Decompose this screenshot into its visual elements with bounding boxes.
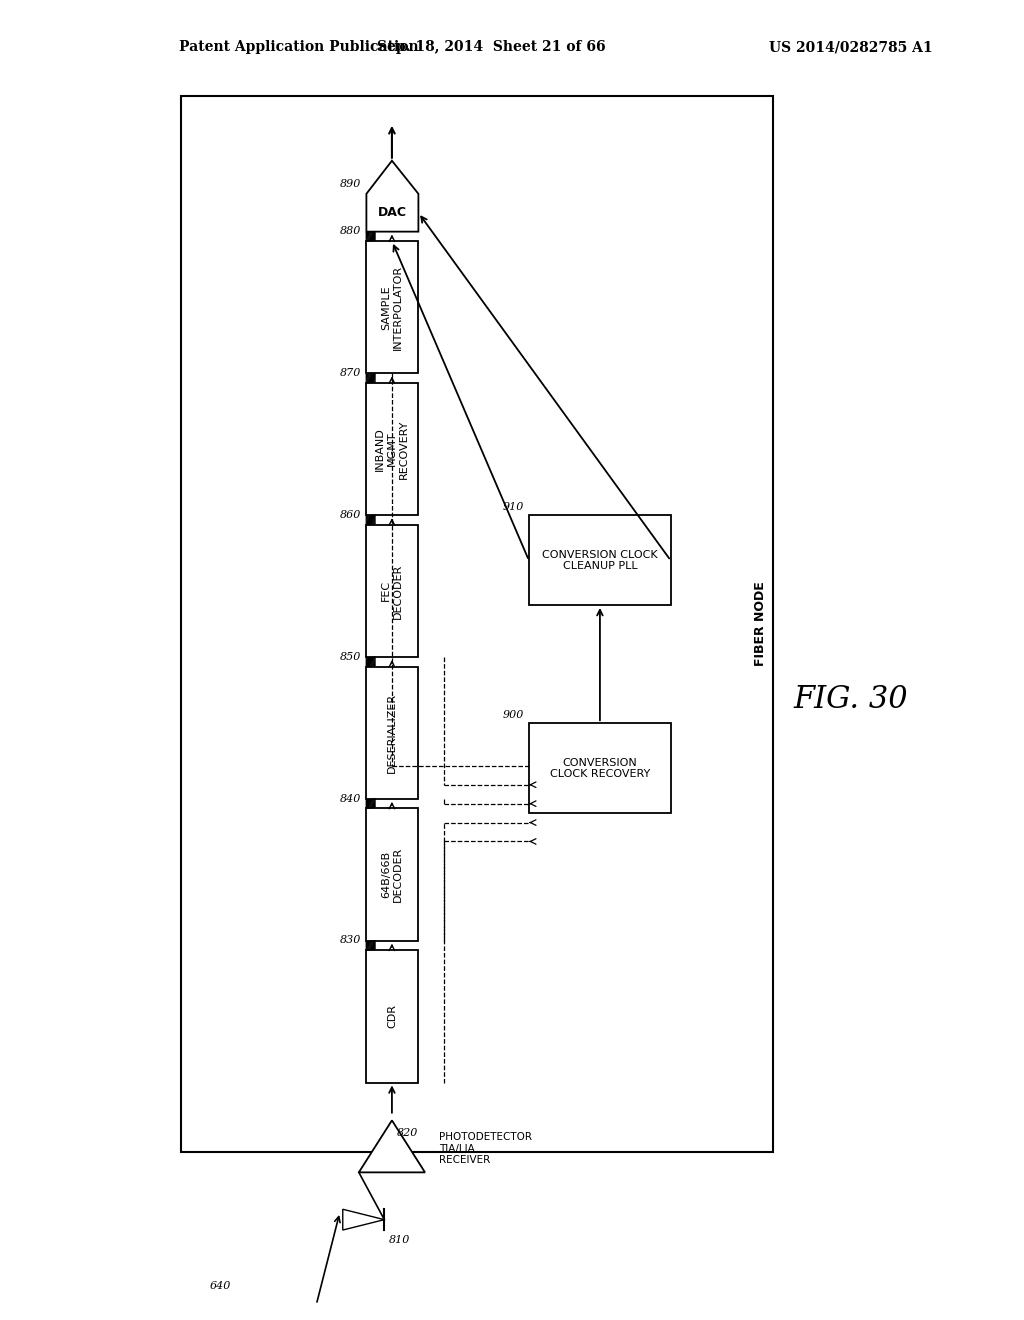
Bar (236, 1295, 302, 1320)
Bar (367, 242, 419, 374)
Text: CONVERSION CLOCK
CLEANUP PLL: CONVERSION CLOCK CLEANUP PLL (542, 550, 657, 572)
Text: 64B/66B
DECODER: 64B/66B DECODER (381, 847, 402, 902)
Text: 900: 900 (503, 710, 524, 721)
Polygon shape (358, 1121, 425, 1172)
Text: 830: 830 (340, 936, 361, 945)
Text: US 2014/0282785 A1: US 2014/0282785 A1 (769, 41, 932, 54)
Polygon shape (367, 161, 419, 231)
Bar (367, 667, 419, 799)
Text: DESERIALIZER: DESERIALIZER (387, 693, 397, 772)
Bar (529, 515, 671, 605)
Polygon shape (343, 1209, 384, 1230)
Text: FIG. 30: FIG. 30 (794, 684, 908, 715)
Text: 870: 870 (340, 368, 361, 379)
Bar (367, 950, 419, 1082)
Bar (367, 525, 419, 657)
Text: 890: 890 (340, 180, 361, 189)
Text: 910: 910 (503, 503, 524, 512)
Text: 850: 850 (340, 652, 361, 661)
Text: 640: 640 (210, 1280, 231, 1291)
Text: 810: 810 (389, 1234, 411, 1245)
Text: 880: 880 (340, 226, 361, 236)
Bar (367, 383, 419, 515)
Text: FIBER NODE: FIBER NODE (754, 582, 767, 667)
Text: Patent Application Publication: Patent Application Publication (179, 41, 419, 54)
Bar (367, 808, 419, 941)
Bar (181, 96, 773, 1151)
Text: 840: 840 (340, 793, 361, 804)
Text: PHOTODETECTOR
TIA/LIA
RECEIVER: PHOTODETECTOR TIA/LIA RECEIVER (439, 1133, 532, 1166)
Text: CONVERSION
CLOCK RECOVERY: CONVERSION CLOCK RECOVERY (550, 758, 650, 780)
Text: FEC
DECODER: FEC DECODER (381, 564, 402, 619)
Ellipse shape (236, 1282, 302, 1309)
Text: INBAND
MGMT
RECOVERY: INBAND MGMT RECOVERY (376, 420, 409, 479)
Text: Sep. 18, 2014  Sheet 21 of 66: Sep. 18, 2014 Sheet 21 of 66 (377, 41, 605, 54)
Text: CDR: CDR (387, 1005, 397, 1028)
Text: 860: 860 (340, 510, 361, 520)
Text: SAMPLE
INTERPOLATOR: SAMPLE INTERPOLATOR (381, 265, 402, 350)
Text: 820: 820 (396, 1127, 418, 1138)
Bar (529, 723, 671, 813)
Text: DAC: DAC (378, 206, 407, 219)
